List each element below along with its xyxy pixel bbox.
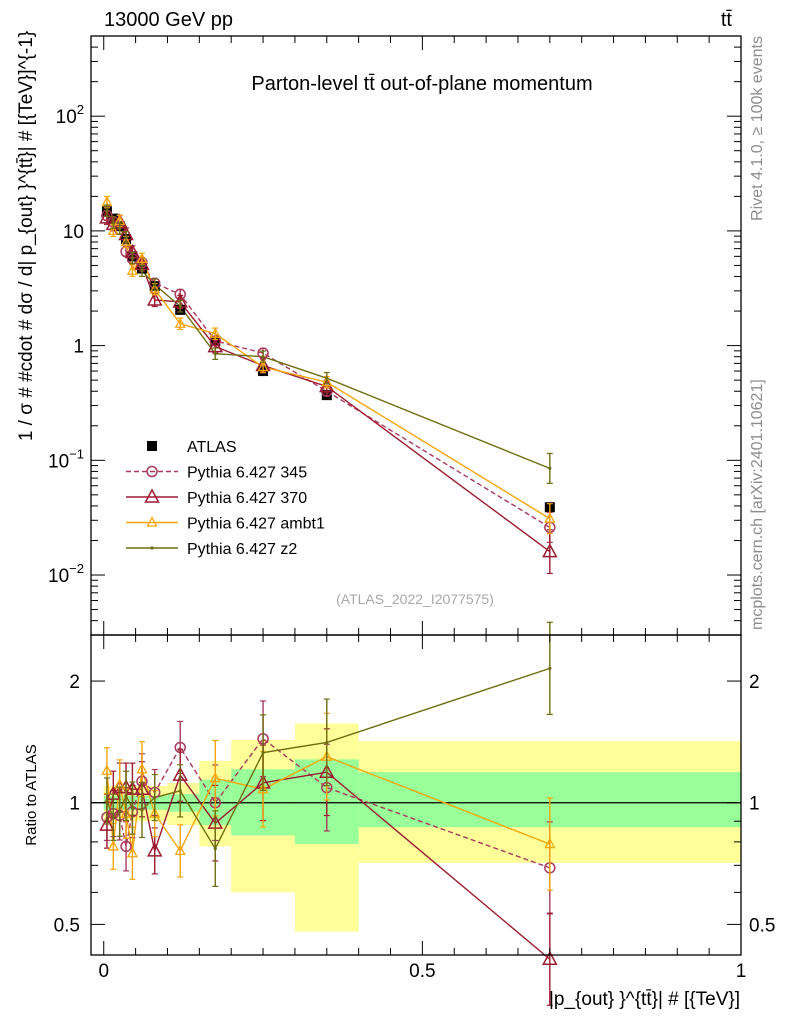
ratio-point-ambt1 [257, 782, 269, 794]
legend-marker-p370 [144, 488, 160, 503]
data-point-ambt1 [544, 512, 556, 523]
data-point-ambt1 [321, 375, 333, 387]
data-point-ambt1 [107, 224, 119, 236]
ratio-plot-frame [90, 634, 742, 956]
ratio-plot-panel: 0.5 0.5 1 1 2 2 0 0.5 1 Ratio to ATLAS |p_{out} … [23, 621, 775, 1010]
side-label-top: Rivet 4.1.0, ≥ 100k events [749, 36, 766, 221]
ratio-point-z2 [325, 740, 329, 745]
legend-marker-z2 [150, 546, 154, 550]
data-point-z2 [178, 304, 182, 308]
data-point-z2 [130, 256, 135, 260]
data-point-z2 [105, 209, 109, 213]
ratio-point-z2 [213, 847, 217, 851]
y-tick-label: 10 [63, 222, 84, 243]
ratio-y-axis-label: Ratio to ATLAS [23, 744, 40, 845]
data-point-z2 [325, 376, 329, 380]
ratio-point-z2 [153, 795, 157, 800]
legend-marker-ambt1 [146, 516, 158, 527]
ratio-point-z2 [105, 799, 109, 803]
y-axis-label: 1 / σ # #cdot # dσ / d| p_{out} }^{tt̄}|… [16, 31, 37, 441]
ratio-y-tick-label-right: 1 [749, 794, 760, 815]
data-point-z2 [213, 352, 217, 356]
legend-label-p345: Pythia 6.427 345 [187, 465, 307, 482]
series-line-p345 [106, 215, 551, 529]
data-point-z2 [124, 235, 128, 239]
legend-label-p370: Pythia 6.427 370 [187, 490, 307, 507]
data-point-ambt1 [257, 360, 269, 372]
ratio-point-z2 [124, 794, 128, 798]
data-point-z2 [261, 355, 265, 359]
ratio-line-ambt1 [106, 755, 551, 854]
series-line-z2 [106, 210, 551, 470]
ratio-point-ambt1 [209, 771, 221, 783]
series-line-ambt1 [106, 202, 551, 520]
data-point-ambt1 [209, 327, 221, 338]
ratio-point-ambt1 [101, 764, 113, 775]
main-plot-panel: 10−2 10−1 1 10 102 1 / σ # #cdot # dσ / d| p… [16, 31, 742, 636]
legend-label-z2: Pythia 6.427 z2 [187, 541, 297, 558]
data-point-ambt1 [149, 282, 161, 294]
series-line-p370 [106, 217, 551, 553]
data-point-z2 [153, 283, 157, 287]
y-tick-label: 10−1 [48, 446, 84, 472]
main-plot-axes: 10−2 10−1 1 10 102 [48, 35, 742, 636]
x-tick-label: 0.5 [409, 961, 435, 982]
data-point-p370 [146, 291, 163, 306]
y-tick-label: 1 [73, 337, 84, 358]
x-axis-label: |p_{out} }^{tt̄}| # [{TeV}] [549, 989, 740, 1010]
data-point-p370 [99, 209, 115, 224]
ratio-y-tick-label: 1 [69, 794, 80, 815]
ratio-point-z2 [111, 815, 115, 819]
legend-label-atlas: ATLAS [187, 439, 237, 456]
ratio-point-z2 [261, 751, 265, 755]
ratio-point-p370 [99, 816, 115, 831]
energy-label: 13000 GeV pp [104, 9, 233, 31]
data-point-z2 [118, 226, 122, 231]
analysis-id: (ATLAS_2022_I2077575) [336, 591, 494, 607]
series-markers [99, 195, 558, 575]
ratio-point-ambt1 [136, 762, 148, 774]
ratio-point-ambt1 [174, 844, 186, 856]
process-label: tt̄ [721, 9, 733, 31]
y-tick-label: 10−2 [48, 561, 84, 587]
uncertainty-bands [103, 723, 741, 932]
ratio-point-z2 [140, 808, 144, 812]
ratio-point-z2 [548, 666, 552, 670]
x-tick-label: 0 [98, 961, 109, 982]
legend-marker-p345 [146, 465, 158, 478]
data-point-ambt1 [136, 252, 148, 264]
ratio-y-tick-label: 0.5 [54, 915, 80, 936]
data-point-ambt1 [174, 317, 186, 328]
ratio-point-ambt1 [107, 839, 119, 851]
side-label-bottom: mcplots.cern.ch [arXiv:2401.10621] [749, 379, 766, 630]
ratio-markers [99, 621, 558, 1006]
legend-marker-atlas [147, 441, 157, 451]
ratio-point-ambt1 [126, 846, 139, 858]
data-point-p370 [542, 543, 558, 558]
legend-label-ambt1: Pythia 6.427 ambt1 [187, 516, 325, 533]
ratio-y-tick-label: 2 [69, 672, 80, 693]
y-tick-label: 102 [56, 102, 84, 128]
ratio-plot-axes: 0.5 0.5 1 1 2 2 0 0.5 1 [54, 635, 775, 982]
ratio-point-z2 [118, 810, 122, 814]
ratio-y-tick-label-right: 2 [749, 672, 760, 693]
ratio-point-z2 [178, 789, 182, 793]
legend: ATLAS Pythia 6.427 345 Pythia 6.427 370 Pyt… [126, 439, 325, 558]
ratio-point-p370 [542, 950, 558, 965]
ratio-point-p370 [146, 842, 163, 857]
ratio-point-ambt1 [544, 837, 556, 849]
ratio-y-tick-label-right: 0.5 [749, 915, 775, 936]
ratio-point-z2 [130, 806, 135, 810]
plot-title: Parton-level tt̄ out-of-plane momentum [251, 73, 592, 95]
data-point-z2 [140, 269, 144, 273]
data-point-z2 [548, 466, 552, 471]
data-point-ambt1 [120, 235, 132, 247]
x-tick-label: 1 [736, 961, 747, 982]
data-point-ambt1 [126, 264, 139, 275]
data-point-z2 [111, 221, 115, 225]
ratio-point-p345 [120, 840, 132, 853]
